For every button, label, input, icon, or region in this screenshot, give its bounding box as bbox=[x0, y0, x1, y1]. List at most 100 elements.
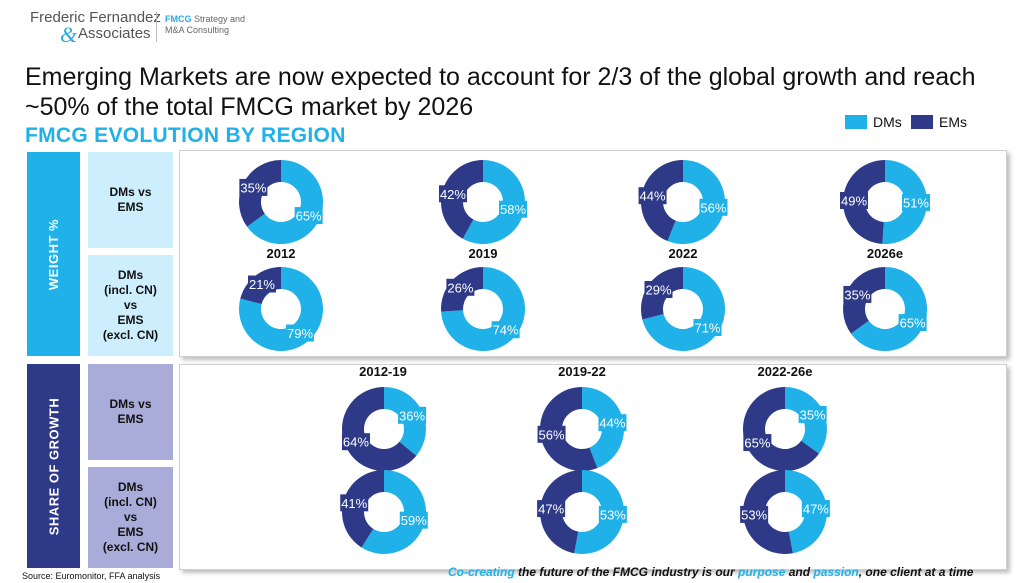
period-label: 2012-19 bbox=[359, 364, 407, 379]
data-label-bg bbox=[499, 200, 528, 218]
data-label-ems: 41% bbox=[340, 494, 369, 512]
donut-slice-ems bbox=[742, 470, 793, 554]
weight-band: WEIGHT % bbox=[27, 152, 80, 356]
year-label: 2026e bbox=[866, 246, 904, 261]
data-label-dms: 74% bbox=[491, 321, 520, 339]
footer-tagline: Co-creating the future of the FMCG indus… bbox=[448, 565, 973, 579]
data-label-text: 41% bbox=[341, 496, 367, 511]
company-tagline-2: M&A Consulting bbox=[165, 25, 230, 35]
donut-slice-dms bbox=[667, 160, 725, 245]
data-label-text: 79% bbox=[287, 326, 313, 341]
donut-slice-dms bbox=[574, 470, 625, 554]
data-label-text: 65% bbox=[900, 316, 926, 331]
data-label-text: 47% bbox=[803, 502, 829, 517]
tagline-rest: Strategy and bbox=[194, 14, 246, 24]
data-label-ems: 49% bbox=[840, 192, 869, 210]
data-label-dms: 35% bbox=[798, 405, 827, 423]
data-label-text: 59% bbox=[401, 513, 427, 528]
data-label-ems: 35% bbox=[843, 285, 872, 303]
legend-dms: DMs bbox=[845, 114, 902, 130]
donut-slice-dms bbox=[462, 160, 525, 244]
data-label-ems: 42% bbox=[438, 185, 467, 203]
data-label-bg bbox=[398, 406, 427, 424]
data-label-bg bbox=[843, 285, 872, 303]
legend-dms-swatch bbox=[845, 115, 867, 129]
data-label-dms: 47% bbox=[801, 500, 830, 518]
data-label-dms: 79% bbox=[286, 324, 315, 342]
donut-slice-dms bbox=[361, 470, 427, 555]
data-label-ems: 35% bbox=[239, 178, 268, 196]
company-name-line2: Associates bbox=[78, 25, 151, 42]
data-label-text: 36% bbox=[399, 408, 425, 423]
weight-row1-label: DMs vs EMS bbox=[88, 152, 173, 248]
year-label: 2012 bbox=[266, 246, 296, 261]
data-label-bg bbox=[798, 405, 827, 423]
tagline-part: and bbox=[785, 565, 814, 579]
data-label-text: 65% bbox=[296, 209, 322, 224]
company-tagline-1: FMCG Strategy and bbox=[165, 14, 245, 24]
data-label-text: 35% bbox=[240, 180, 266, 195]
data-label-bg bbox=[840, 192, 869, 210]
data-label-bg bbox=[598, 414, 627, 432]
tagline-part: , one client at a time bbox=[858, 565, 974, 579]
data-label-ems: 44% bbox=[638, 187, 667, 205]
logo-divider bbox=[156, 12, 157, 42]
data-label-ems: 53% bbox=[740, 505, 769, 523]
data-label-bg bbox=[341, 433, 370, 451]
data-label-text: 53% bbox=[741, 507, 767, 522]
data-label-bg bbox=[740, 505, 769, 523]
data-label-text: 56% bbox=[700, 200, 726, 215]
tagline-brand: FMCG bbox=[165, 14, 192, 24]
data-label-text: 21% bbox=[249, 277, 275, 292]
legend-ems: EMs bbox=[911, 114, 967, 130]
data-label-bg bbox=[598, 505, 627, 523]
data-label-text: 56% bbox=[539, 427, 565, 442]
company-name-line1: Frederic Fernandez bbox=[30, 9, 161, 26]
data-label-text: 65% bbox=[744, 436, 770, 451]
period-label: 2019-22 bbox=[558, 364, 606, 379]
data-label-text: 35% bbox=[844, 287, 870, 302]
data-label-ems: 56% bbox=[537, 425, 566, 443]
legend-ems-swatch bbox=[911, 115, 933, 129]
data-label-ems: 26% bbox=[446, 278, 475, 296]
year-label: 2019 bbox=[468, 246, 498, 261]
data-label-text: 44% bbox=[599, 416, 625, 431]
data-label-dms: 36% bbox=[398, 406, 427, 424]
data-label-bg bbox=[491, 321, 520, 339]
growth-row2-label: DMs (incl. CN) vs EMS (excl. CN) bbox=[88, 467, 173, 568]
data-label-text: 49% bbox=[841, 194, 867, 209]
data-label-ems: 65% bbox=[743, 434, 772, 452]
data-label-dms: 65% bbox=[294, 207, 323, 225]
data-label-bg bbox=[693, 319, 722, 337]
data-label-dms: 71% bbox=[693, 319, 722, 337]
legend-dms-label: DMs bbox=[873, 114, 902, 130]
data-label-text: 51% bbox=[903, 195, 929, 210]
tagline-part: purpose bbox=[738, 565, 786, 579]
data-label-text: 53% bbox=[600, 507, 626, 522]
data-label-ems: 47% bbox=[537, 500, 566, 518]
data-label-ems: 64% bbox=[341, 433, 370, 451]
data-label-text: 71% bbox=[694, 321, 720, 336]
data-label-bg bbox=[898, 314, 927, 332]
data-label-text: 42% bbox=[440, 187, 466, 202]
weight-row2-label: DMs (incl. CN) vs EMS (excl. CN) bbox=[88, 255, 173, 356]
growth-row1-label: DMs vs EMS bbox=[88, 364, 173, 460]
data-label-dms: 51% bbox=[901, 193, 930, 211]
data-label-dms: 44% bbox=[598, 414, 627, 432]
data-label-bg bbox=[644, 280, 673, 298]
data-label-dms: 59% bbox=[399, 511, 428, 529]
growth-band: SHARE OF GROWTH bbox=[27, 364, 80, 568]
data-label-ems: 29% bbox=[644, 280, 673, 298]
data-label-text: 58% bbox=[500, 202, 526, 217]
data-label-text: 44% bbox=[640, 189, 666, 204]
legend-ems-label: EMs bbox=[939, 114, 967, 130]
